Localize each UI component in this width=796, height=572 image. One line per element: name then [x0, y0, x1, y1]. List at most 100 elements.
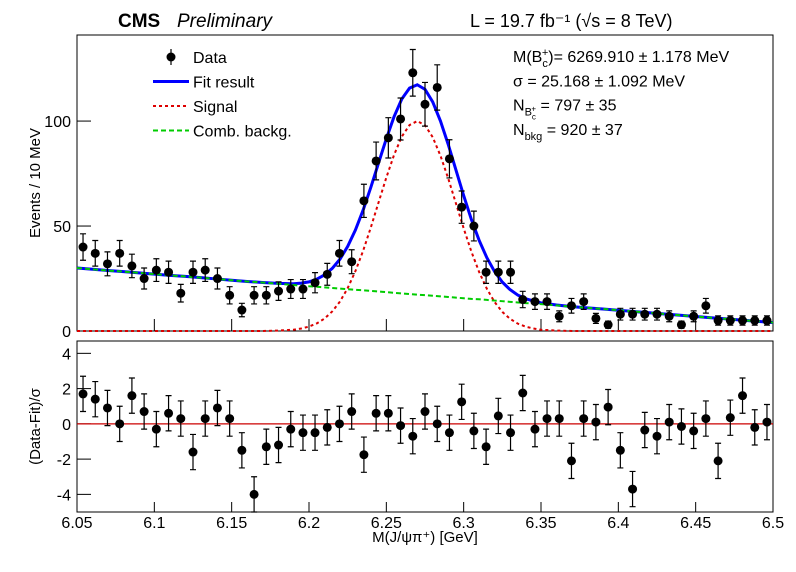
annotation-part: + — [542, 47, 548, 59]
data-point — [591, 313, 601, 323]
data-point — [359, 196, 369, 206]
annotation-part: B — [525, 107, 532, 119]
data-point — [212, 274, 222, 284]
data-point — [457, 202, 467, 212]
data-point — [127, 391, 137, 401]
x-tick-label: 6.35 — [525, 515, 556, 532]
data-point — [286, 284, 296, 294]
data-point — [225, 290, 235, 300]
data-point — [151, 424, 161, 434]
data-point — [261, 442, 271, 452]
data-point — [90, 394, 100, 404]
data-point — [347, 257, 357, 267]
status-label: Preliminary — [177, 11, 274, 32]
data-point — [408, 68, 418, 78]
data-point — [542, 297, 552, 307]
annotation-part: M(B — [513, 49, 542, 66]
data-point — [102, 403, 112, 413]
data-point — [371, 156, 381, 166]
data-point — [530, 424, 540, 434]
fit-annotation: M(Bc+)= 6269.910 ± 1.178 MeV — [513, 47, 730, 70]
data-point — [481, 442, 491, 452]
data-point — [628, 309, 638, 319]
data-point — [322, 269, 332, 279]
x-tick-label: 6.45 — [680, 515, 711, 532]
data-point — [701, 301, 711, 311]
legend-label: Comb. backg. — [193, 124, 292, 141]
data-point — [139, 407, 149, 417]
data-point — [664, 311, 674, 321]
x-tick-label: 6.25 — [371, 515, 402, 532]
data-point — [603, 402, 613, 412]
data-point — [396, 421, 406, 431]
fit-curve — [77, 119, 773, 332]
y-tick-label: 2 — [62, 382, 71, 399]
legend-label: Fit result — [193, 75, 255, 92]
data-point — [359, 450, 369, 460]
data-point — [139, 274, 149, 284]
data-point — [188, 267, 198, 277]
data-point — [750, 422, 760, 432]
data-point — [725, 316, 735, 326]
data-point — [713, 316, 723, 326]
legend-label: Data — [193, 50, 227, 67]
data-point — [164, 267, 174, 277]
data-point — [652, 309, 662, 319]
data-point — [420, 99, 430, 109]
data-point — [738, 391, 748, 401]
data-point — [408, 431, 418, 441]
y-axis-title: (Data-Fit)/σ — [27, 387, 44, 465]
data-point — [591, 417, 601, 427]
data-point — [530, 297, 540, 307]
legend: Data Fit result Signal Comb. backg. — [153, 49, 292, 141]
data-point — [237, 445, 247, 455]
x-tick-label: 6.15 — [216, 515, 247, 532]
x-tick-label: 6.2 — [298, 515, 320, 532]
data-point — [334, 419, 344, 429]
data-point — [237, 305, 247, 315]
x-axis-title: M(J/ψπ⁺) [GeV] — [372, 529, 478, 546]
data-point — [420, 407, 430, 417]
data-point — [762, 417, 772, 427]
annotation-part: + — [531, 105, 536, 114]
data-point — [469, 221, 479, 231]
y-axis-title: Events / 10 MeV — [27, 128, 44, 238]
annotation-part: N — [513, 122, 525, 139]
data-point — [762, 316, 772, 326]
x-tick-label: 6.3 — [453, 515, 475, 532]
data-point — [225, 414, 235, 424]
experiment-label: CMS — [118, 11, 160, 32]
data-point — [212, 403, 222, 413]
data-point — [432, 82, 442, 92]
y-tick-label: 50 — [53, 219, 71, 236]
data-point — [444, 428, 454, 438]
data-point — [554, 311, 564, 321]
data-point — [725, 413, 735, 423]
data-point — [274, 440, 284, 450]
data-point — [481, 267, 491, 277]
data-point — [334, 248, 344, 258]
annotation-part: c — [532, 113, 536, 122]
data-point — [322, 422, 332, 432]
y-tick-label: 100 — [44, 114, 71, 131]
data-point — [176, 288, 186, 298]
plot-frame — [76, 340, 774, 513]
data-point — [310, 278, 320, 288]
data-point — [493, 267, 503, 277]
x-tick-label: 6.5 — [762, 515, 784, 532]
data-point — [506, 428, 516, 438]
data-point — [506, 267, 516, 277]
data-point — [652, 431, 662, 441]
data-point — [383, 408, 393, 418]
x-tick-label: 6.4 — [607, 515, 629, 532]
data-point — [750, 316, 760, 326]
fit-annotation: Nbkg = 920 ± 37 — [513, 122, 623, 143]
data-point — [127, 261, 137, 271]
legend-label: Signal — [193, 99, 237, 116]
data-point — [176, 414, 186, 424]
data-point — [298, 284, 308, 294]
y-tick-label: 0 — [62, 417, 71, 434]
data-point — [432, 419, 442, 429]
luminosity-label: L = 19.7 fb⁻¹ (√s = 8 TeV) — [470, 11, 672, 31]
